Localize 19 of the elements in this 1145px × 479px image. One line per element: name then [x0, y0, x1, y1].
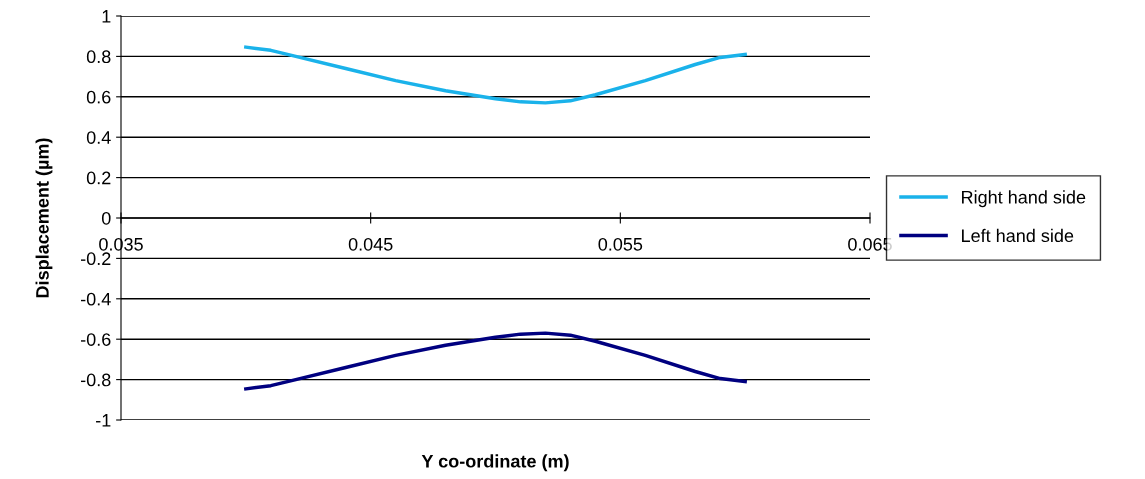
- x-tick-label: 0.055: [598, 237, 643, 251]
- y-tick-label: -0.6: [80, 333, 111, 346]
- x-axis-title: Y co-ordinate (m): [421, 454, 569, 472]
- y-tick-label: 0.8: [86, 50, 111, 64]
- line-series: [244, 45, 747, 105]
- y-tick-label: 0.4: [86, 131, 111, 144]
- legend-label: Right hand side: [962, 190, 1086, 208]
- y-tick-label: -0.4: [80, 292, 111, 306]
- y-axis-title: Displacement (µm): [35, 138, 53, 298]
- y-tick-label: -1: [96, 414, 111, 427]
- y-tick-label: 0.6: [86, 90, 111, 104]
- y-tick-label: 0: [101, 211, 111, 225]
- x-tick-label: 0.045: [348, 237, 393, 251]
- line-series: [244, 331, 747, 391]
- y-tick-label: -0.2: [80, 252, 111, 266]
- y-tick-label: 1: [102, 10, 111, 23]
- legend-label: Left hand side: [962, 228, 1074, 243]
- y-tick-label: 0.2: [86, 171, 111, 185]
- y-tick-label: -0.8: [80, 373, 111, 387]
